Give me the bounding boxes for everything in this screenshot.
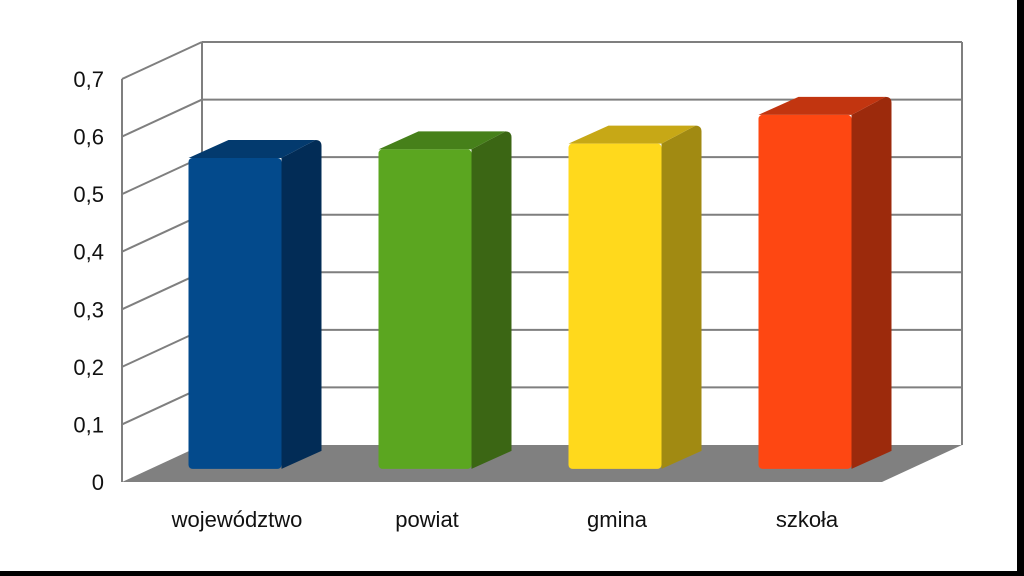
y-tick-label: 0,2: [73, 355, 104, 380]
bar-layer: [188, 96, 892, 469]
bar-side-face: [471, 131, 512, 469]
bar-top-face: [378, 131, 506, 150]
bar-top-face: [758, 96, 886, 115]
y-axis-ticks: 0 0,1 0,2 0,3 0,4 0,5 0,6 0,7: [73, 67, 104, 495]
bar-2: [378, 149, 472, 469]
side-wall-gridline: [121, 98, 203, 138]
x-category-label: szkoła: [776, 507, 839, 532]
side-wall-gridline: [121, 41, 203, 80]
bar-side-face: [281, 140, 322, 469]
y-tick-label: 0,5: [73, 182, 104, 207]
floor-layer: [122, 445, 962, 482]
chart-floor: [122, 445, 962, 482]
bar-3: [568, 143, 662, 469]
bar-side-face: [661, 125, 702, 469]
bar-top-face: [188, 140, 316, 159]
bar-side-face: [851, 96, 892, 469]
x-category-label: województwo: [171, 507, 303, 532]
x-category-label: powiat: [395, 507, 459, 532]
bar-4: [758, 114, 852, 469]
y-tick-label: 0,7: [73, 67, 104, 92]
x-category-label: gmina: [587, 507, 648, 532]
y-tick-label: 0,6: [73, 125, 104, 150]
bar-1: [188, 158, 282, 469]
y-tick-label: 0: [92, 470, 104, 495]
y-tick-label: 0,1: [73, 412, 104, 437]
x-axis-labels: województwo powiat gmina szkoła: [171, 507, 839, 532]
y-tick-label: 0,4: [73, 240, 104, 265]
y-tick-label: 0,3: [73, 297, 104, 322]
bar-top-face: [568, 125, 696, 144]
